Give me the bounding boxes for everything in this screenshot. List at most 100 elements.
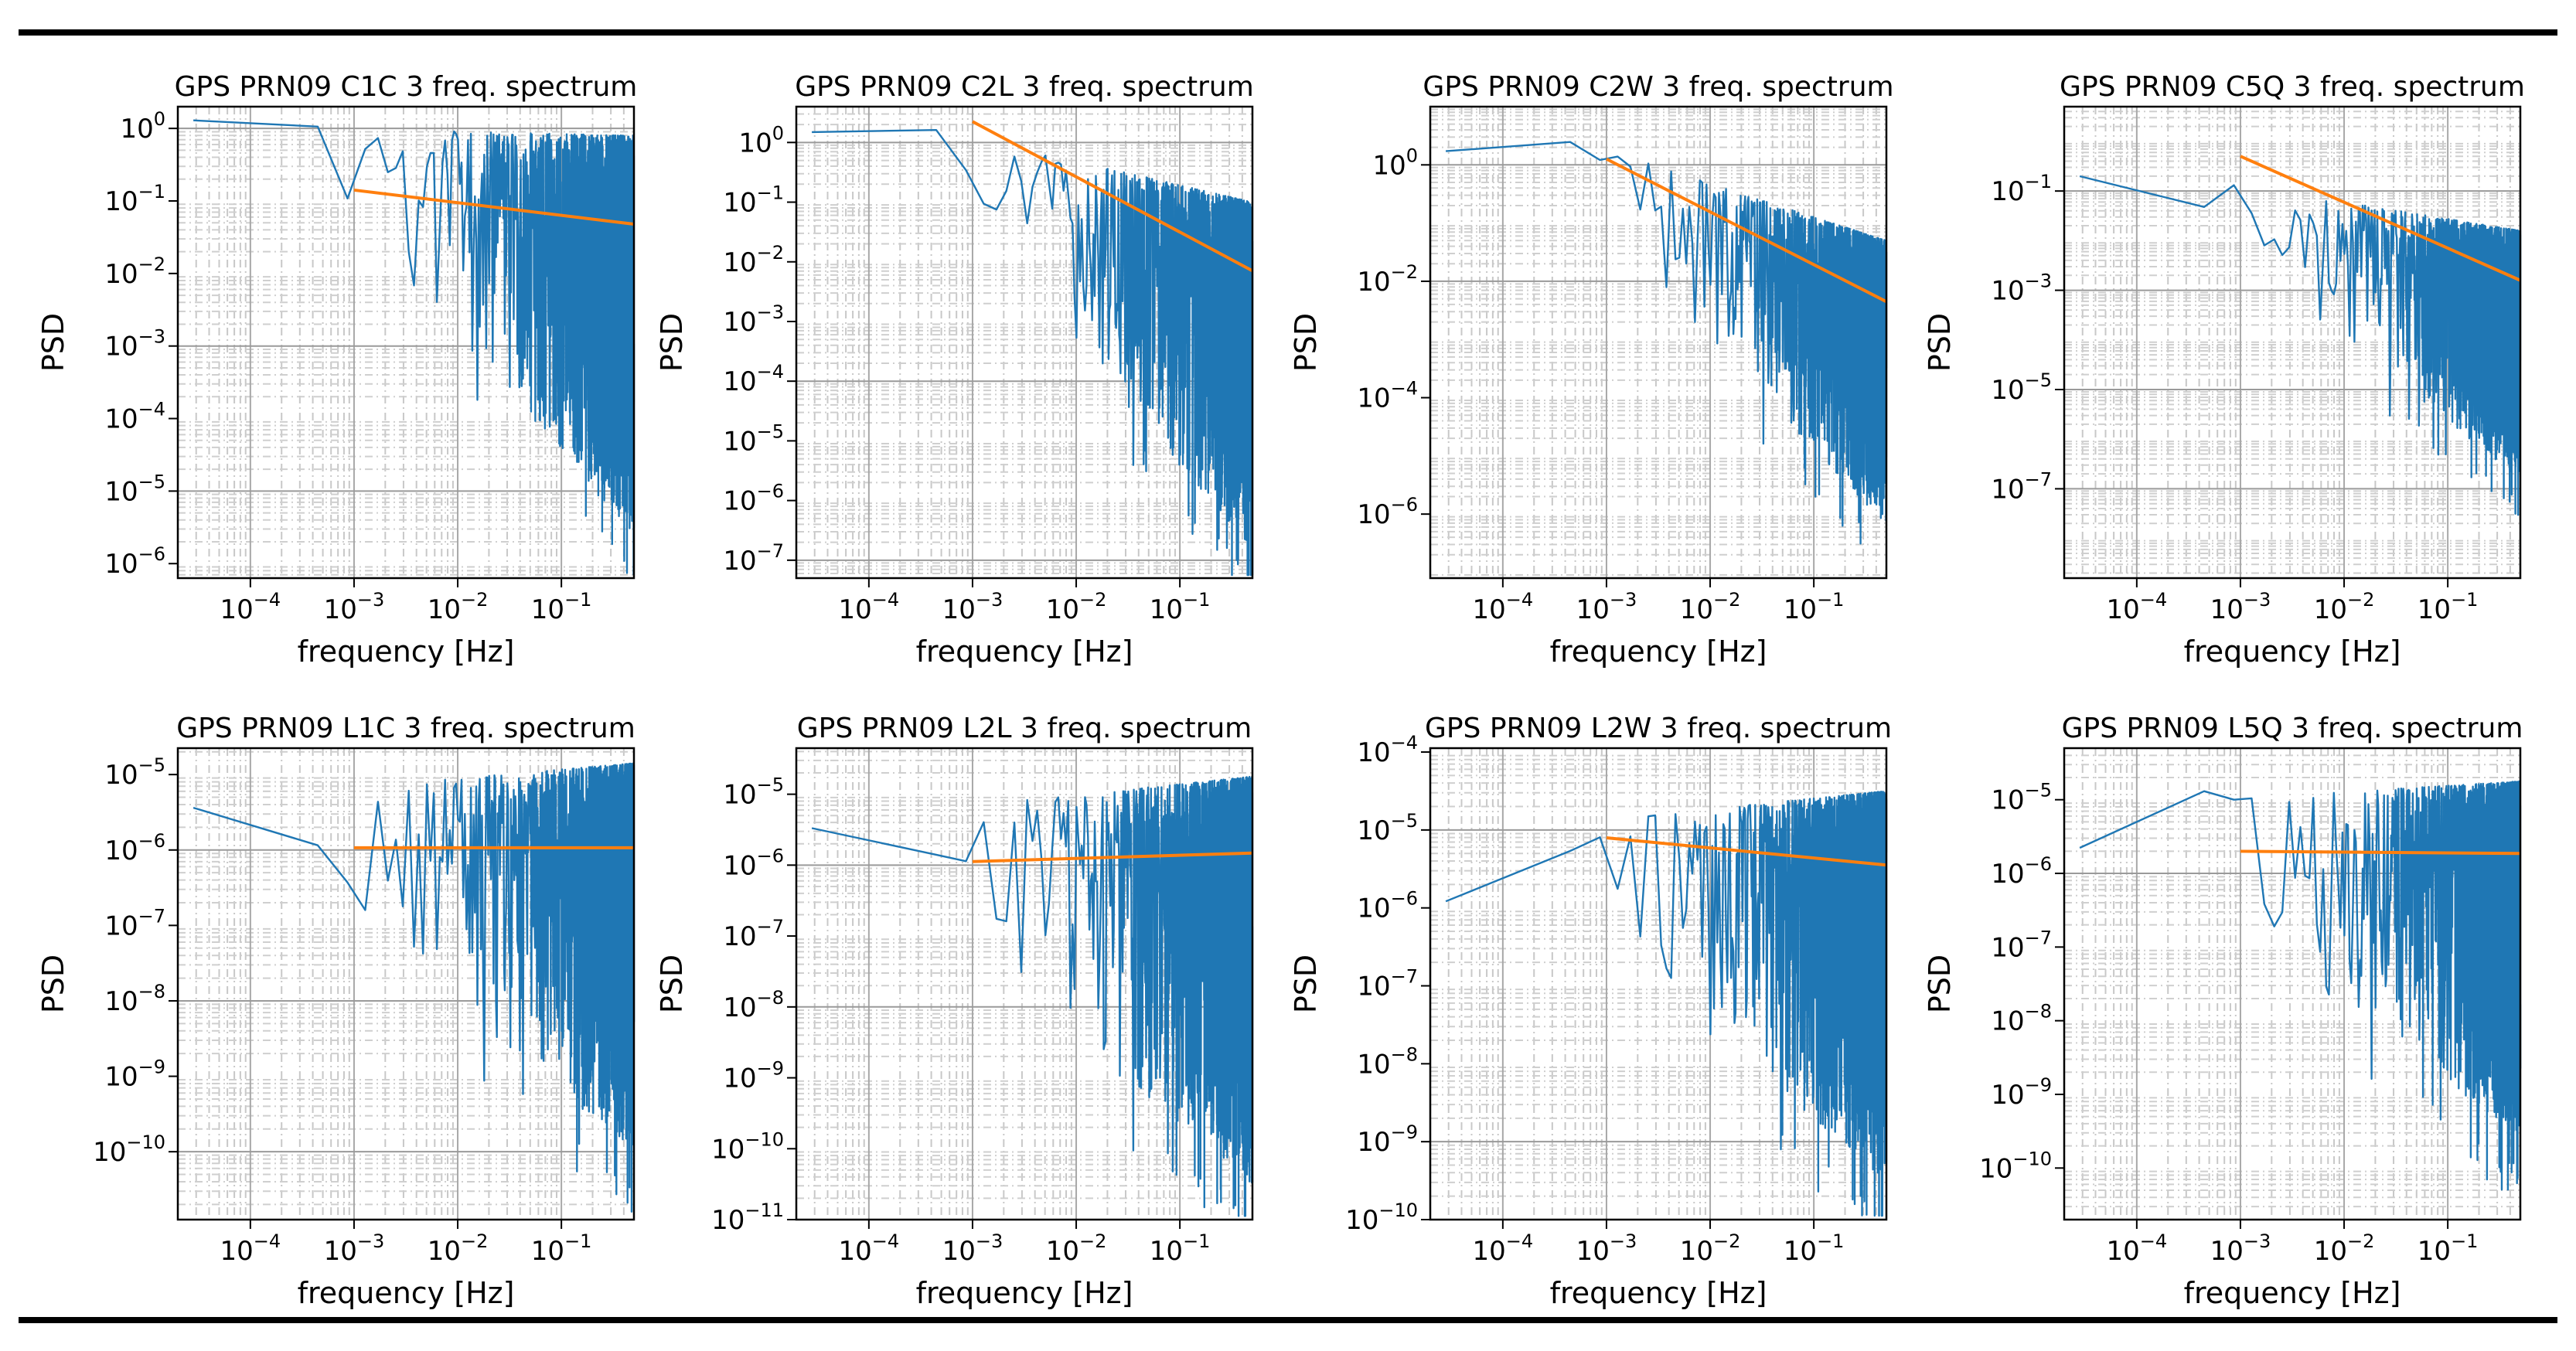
y-tick-label: 10−6 [1991, 853, 2052, 890]
y-tick-label: 10−7 [104, 905, 165, 941]
spectrum-panel: 10−4 10−3 10−2 10−1 10−6 10−5 10−4 10−3 10−2 10−1… [36, 71, 637, 669]
x-tick-label: 10−3 [2210, 589, 2271, 625]
x-tick-label: 10−1 [1150, 589, 1211, 625]
y-tick-label: 10−9 [104, 1057, 165, 1093]
x-tick-label: 10−4 [220, 1230, 281, 1267]
x-tick-label: 10−4 [2107, 1230, 2168, 1267]
y-tick-label: 10−4 [723, 361, 784, 397]
spectrum-panel: 10−4 10−3 10−2 10−1 10−10 10−9 10−8 10−7 10−6 10−… [1923, 713, 2523, 1310]
y-tick-label: 10−6 [723, 845, 784, 881]
y-tick-label: 10−5 [723, 420, 784, 457]
x-tick-label: 10−4 [220, 589, 281, 625]
x-tick-label: 10−2 [1046, 1230, 1107, 1267]
y-tick-label: 10−10 [711, 1128, 784, 1165]
y-tick-label: 10−8 [1357, 1043, 1418, 1080]
y-tick-label: 10−2 [104, 254, 165, 290]
panel-title: GPS PRN09 L2L 3 freq. spectrum [797, 713, 1252, 744]
psd-spectrum-line [2079, 780, 2522, 1191]
x-tick-label: 10−2 [428, 1230, 489, 1267]
x-tick-label: 10−3 [942, 1230, 1003, 1267]
panel-title: GPS PRN09 L1C 3 freq. spectrum [176, 713, 635, 744]
y-tick-label: 10−1 [723, 182, 784, 219]
y-tick-label: 10−8 [104, 981, 165, 1017]
panel-title: GPS PRN09 C1C 3 freq. spectrum [175, 71, 638, 103]
x-tick-label: 10−2 [2314, 589, 2375, 625]
y-tick-label: 100 [738, 122, 784, 158]
plot-frame [795, 105, 1254, 580]
y-tick-label: 10−11 [711, 1200, 784, 1236]
figure-bottom-rule [19, 1317, 2557, 1323]
panel-title: GPS PRN09 C2L 3 freq. spectrum [795, 71, 1254, 103]
power-law-fit-line [1606, 835, 1887, 867]
y-tick-label: 10−7 [1991, 927, 2052, 963]
y-tick-label: 10−9 [723, 1058, 784, 1094]
x-axis-label: frequency [Hz] [1550, 635, 1767, 669]
y-tick-label: 100 [120, 108, 165, 145]
x-tick-label: 10−3 [1576, 1230, 1637, 1267]
y-axis-label: PSD [1289, 313, 1323, 372]
plot-frame [1429, 105, 1888, 580]
plot-frame [795, 747, 1254, 1221]
y-tick-label: 10−2 [1357, 261, 1418, 298]
y-tick-label: 10−9 [1357, 1121, 1418, 1158]
psd-spectrum-line [193, 119, 635, 576]
x-tick-label: 10−1 [1784, 589, 1845, 625]
y-tick-label: 10−3 [723, 301, 784, 338]
y-axis-label: PSD [655, 955, 689, 1013]
psd-spectrum-line [1446, 141, 1888, 545]
y-tick-label: 10−10 [1345, 1200, 1418, 1236]
x-tick-label: 10−4 [1473, 1230, 1534, 1267]
psd-spectrum-line [1445, 791, 1888, 1217]
y-axis-label: PSD [655, 313, 689, 372]
x-tick-label: 10−1 [1150, 1230, 1211, 1267]
x-tick-label: 10−3 [324, 1230, 385, 1267]
spectrum-panel: 10−4 10−3 10−2 10−1 10−10 10−9 10−8 10−7 10−6 10−… [1289, 713, 1892, 1310]
x-axis-label: frequency [Hz] [916, 1276, 1133, 1310]
x-axis-label: frequency [Hz] [298, 635, 515, 669]
y-tick-label: 10−2 [723, 242, 784, 278]
y-tick-label: 10−4 [1357, 732, 1418, 768]
psd-spectrum-line [193, 762, 635, 1213]
x-axis-label: frequency [Hz] [2184, 635, 2401, 669]
y-tick-label: 10−4 [1357, 378, 1418, 414]
spectrum-panel: 10−4 10−3 10−2 10−1 10−6 10−4 10−2 100 GPS PRN09… [1289, 71, 1894, 669]
y-tick-label: 10−5 [104, 471, 165, 507]
x-tick-label: 10−2 [2314, 1230, 2375, 1267]
x-tick-label: 10−4 [839, 1230, 900, 1267]
power-law-fit-line [2240, 155, 2521, 282]
power-law-fit-line [1606, 157, 1887, 304]
x-tick-label: 10−4 [2107, 589, 2168, 625]
x-tick-label: 10−2 [1680, 589, 1741, 625]
spectrum-panel: 10−4 10−3 10−2 10−1 10−10 10−9 10−8 10−7 10−6 10−… [36, 713, 635, 1310]
y-tick-label: 10−4 [104, 399, 165, 435]
y-tick-label: 10−1 [1991, 171, 2052, 207]
x-tick-label: 10−1 [531, 589, 592, 625]
y-tick-label: 10−6 [104, 830, 165, 866]
x-axis-label: frequency [Hz] [2184, 1276, 2401, 1310]
x-tick-label: 10−1 [2418, 589, 2479, 625]
spectrum-panel: 10−4 10−3 10−2 10−1 10−7 10−5 10−3 10−1 GPS PRN0… [1923, 71, 2525, 669]
panel-title: GPS PRN09 C2W 3 freq. spectrum [1423, 71, 1893, 103]
y-tick-label: 10−6 [1357, 494, 1418, 530]
y-tick-label: 10−3 [1991, 271, 2052, 307]
y-tick-label: 10−7 [1357, 966, 1418, 1002]
y-tick-label: 10−8 [723, 987, 784, 1023]
y-tick-label: 10−5 [1991, 369, 2052, 406]
x-tick-label: 10−1 [2418, 1230, 2479, 1267]
y-tick-label: 10−5 [104, 754, 165, 791]
power-law-fit-line [2240, 849, 2521, 856]
y-axis-label: PSD [1289, 955, 1323, 1013]
power-law-fit-line [353, 188, 635, 226]
x-tick-label: 10−1 [1784, 1230, 1845, 1267]
spectrum-panel: 10−4 10−3 10−2 10−1 10−7 10−6 10−5 10−4 10−3 10−2… [655, 71, 1254, 669]
x-tick-label: 10−2 [428, 589, 489, 625]
power-law-fit-line [972, 120, 1253, 273]
x-tick-label: 10−4 [1473, 589, 1534, 625]
figure-top-rule [19, 29, 2557, 36]
psd-spectrum-line [811, 775, 1254, 1217]
y-tick-label: 10−8 [1991, 1001, 2052, 1037]
x-tick-label: 10−4 [839, 589, 900, 625]
panel-title: GPS PRN09 C5Q 3 freq. spectrum [2060, 71, 2525, 103]
y-tick-label: 10−6 [723, 481, 784, 517]
